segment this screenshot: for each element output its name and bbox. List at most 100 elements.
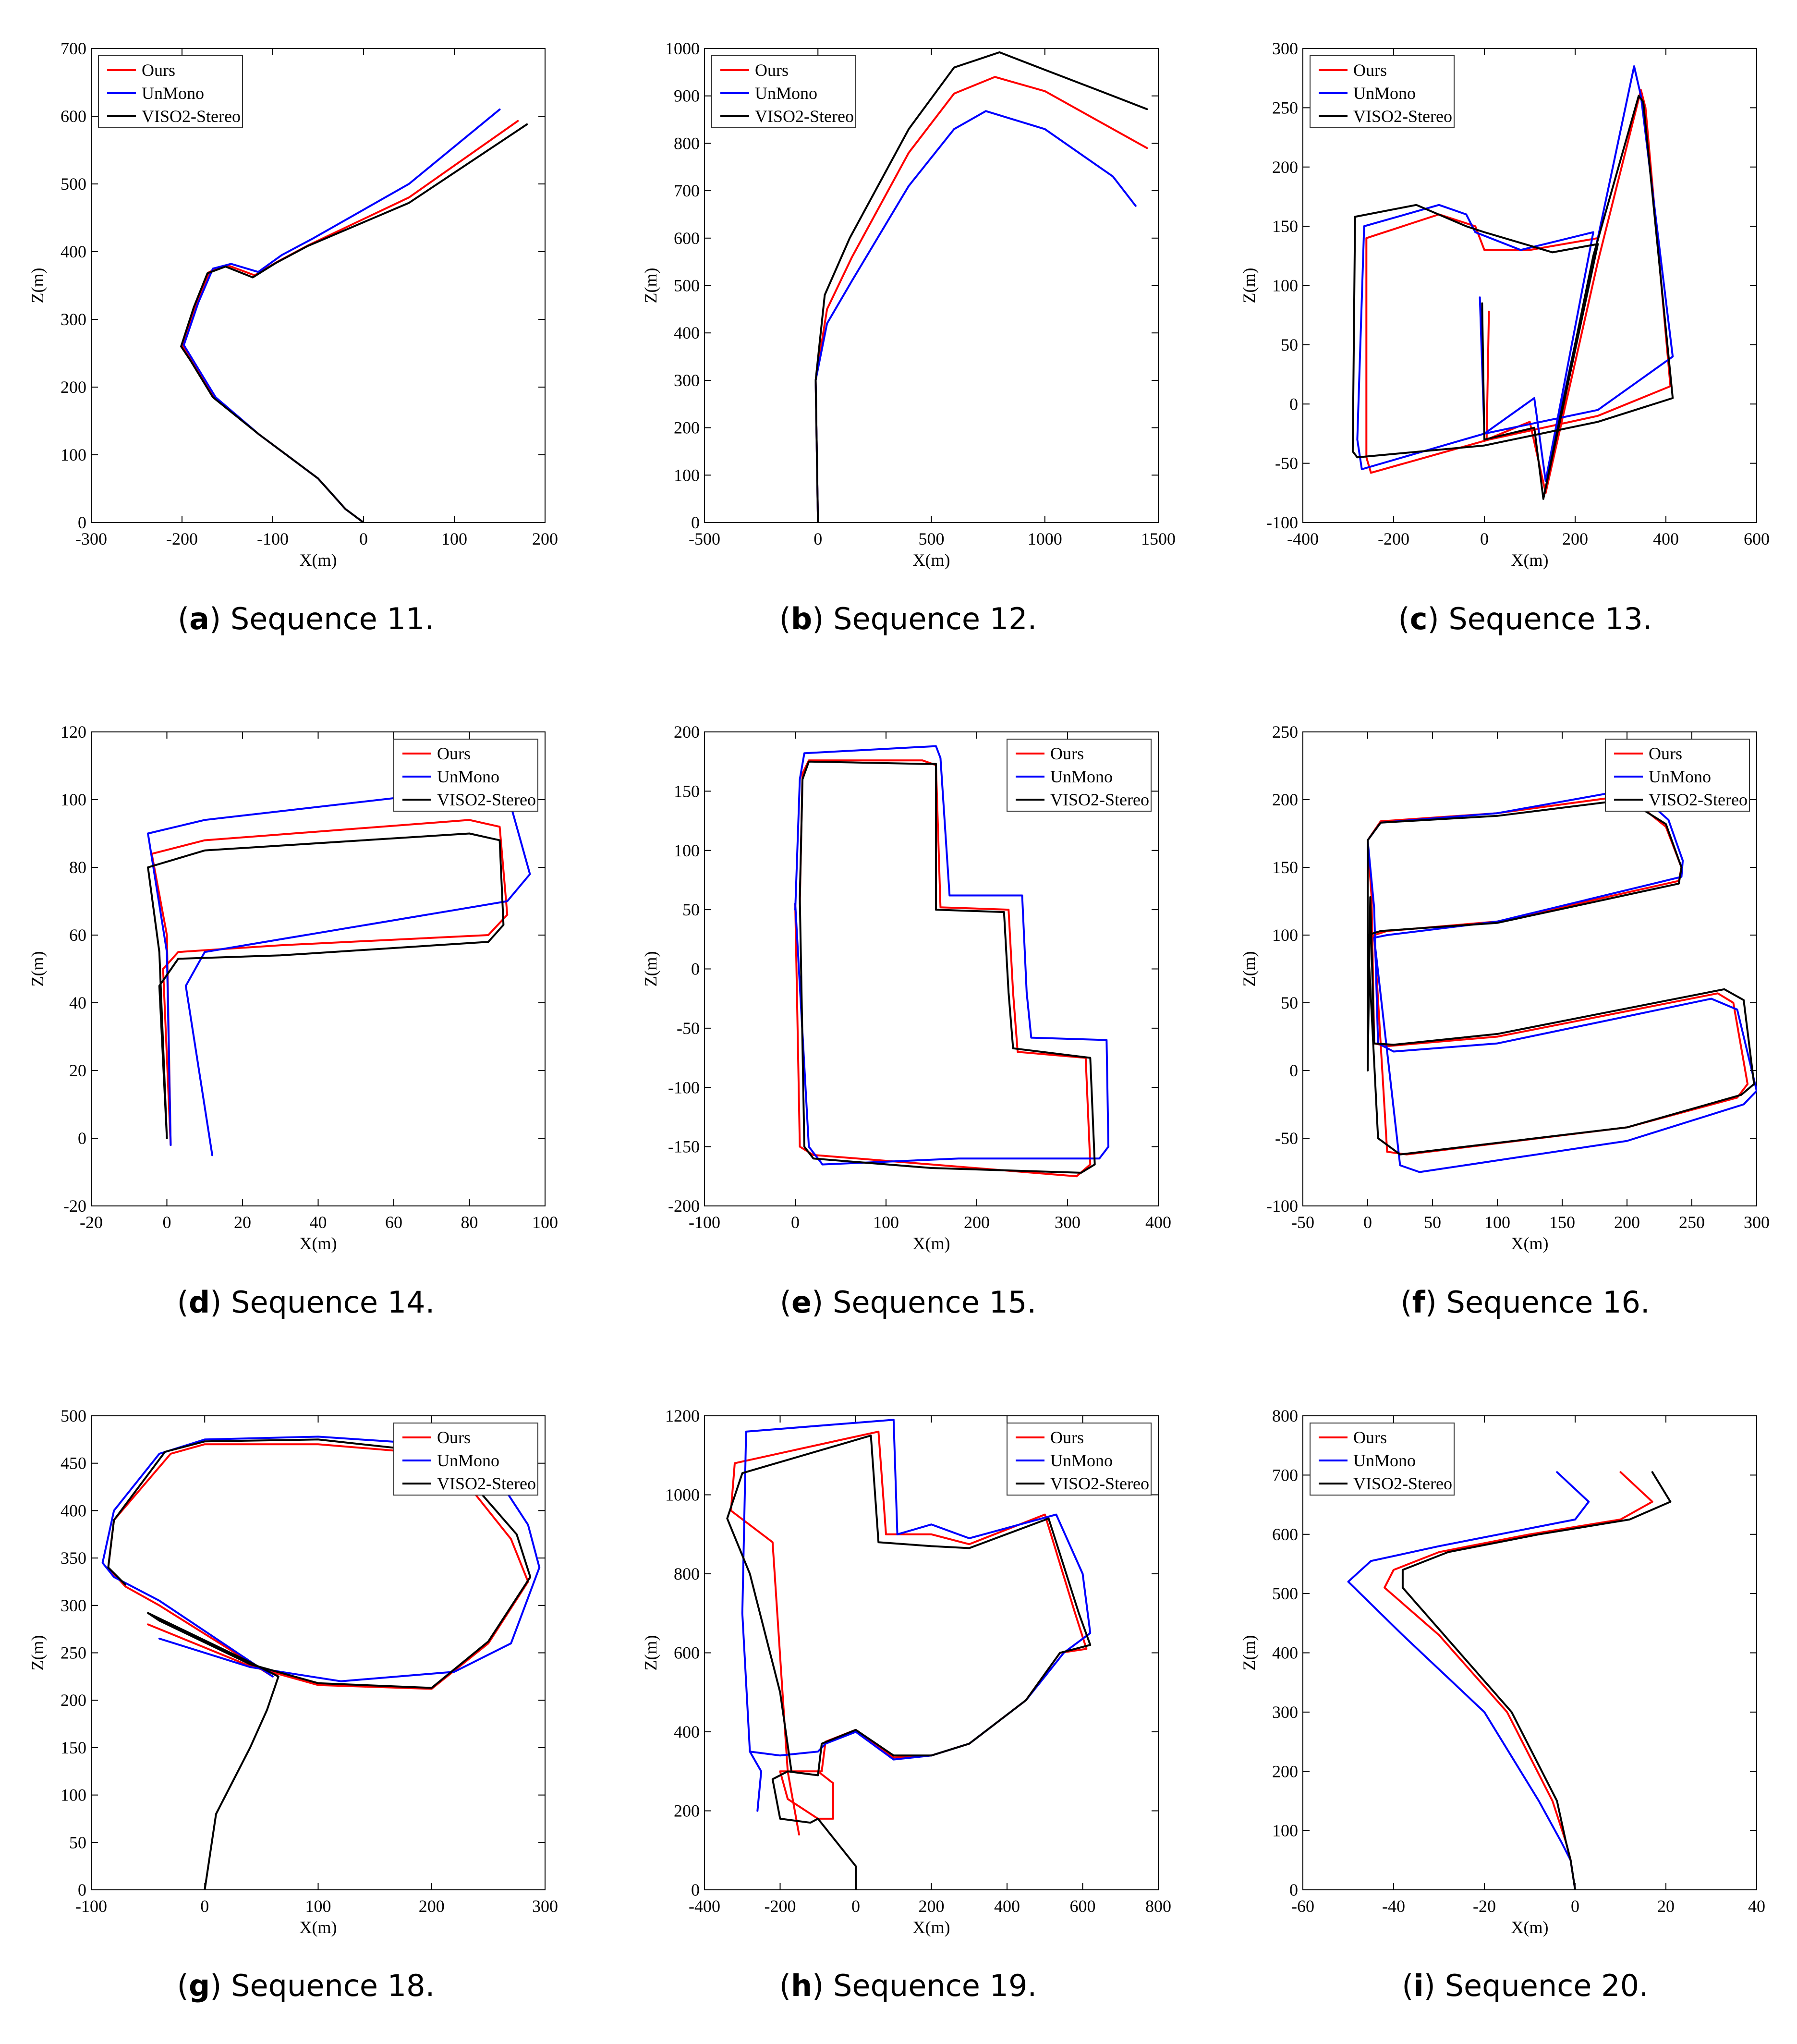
- y-tick-label: -150: [668, 1137, 700, 1156]
- caption-a: (a) Sequence 11.: [177, 601, 435, 636]
- caption-i: (i) Sequence 20.: [1402, 1968, 1649, 2003]
- y-axis-label: Z(m): [1239, 951, 1259, 987]
- y-tick-label: 100: [61, 1786, 86, 1805]
- series-line-unmono: [741, 1419, 1092, 1812]
- legend-label: VISO2-Stereo: [437, 790, 536, 809]
- chart-e: -100 0 100 200 300 400 -200 -150 -100 -50 0 50 100 15…: [641, 722, 1171, 1253]
- legend-label: Ours: [1649, 744, 1682, 763]
- y-tick-label: 60: [69, 925, 86, 945]
- x-tick-label: -100: [75, 1897, 107, 1916]
- y-tick-label: 700: [61, 39, 86, 58]
- y-tick-label: 300: [1272, 1703, 1298, 1722]
- y-tick-label: 40: [69, 993, 86, 1012]
- caption-h: (h) Sequence 19.: [779, 1968, 1037, 2003]
- y-tick-label: 400: [61, 1501, 86, 1520]
- chart-b: -500 0 500 1000 1500010020030040050060070080…: [641, 39, 1176, 570]
- x-axis-label: X(m): [913, 1234, 950, 1253]
- caption-e: (e) Sequence 15.: [779, 1285, 1037, 1320]
- y-tick-label: 400: [1272, 1643, 1298, 1663]
- x-tick-label: 0: [851, 1897, 860, 1916]
- y-tick-label: 0: [691, 960, 700, 979]
- y-tick-label: 200: [61, 1691, 86, 1710]
- y-axis-label: Z(m): [641, 951, 660, 987]
- x-tick-label: 20: [234, 1213, 251, 1232]
- legend-label: UnMono: [755, 84, 817, 103]
- series-line-viso2-stereo: [180, 123, 528, 523]
- y-tick-label: 120: [61, 722, 86, 742]
- legend: Ours UnMono VISO2-Stereo: [1007, 739, 1152, 812]
- x-tick-label: 200: [1562, 529, 1588, 548]
- series-line-unmono: [1347, 1471, 1590, 1890]
- y-tick-label: 600: [1272, 1525, 1298, 1544]
- legend: Ours UnMono VISO2-Stereo: [711, 55, 856, 128]
- y-tick-label: 50: [1281, 993, 1298, 1012]
- caption-f: (f) Sequence 16.: [1400, 1285, 1650, 1320]
- y-tick-label: -50: [677, 1019, 700, 1038]
- y-tick-label: 600: [674, 229, 700, 248]
- chart-a: -300 -200 -100 0 100 200 0 100 200 300 400 500 600 70…: [28, 39, 558, 570]
- y-tick-label: 100: [674, 465, 700, 485]
- y-tick-label: 150: [1272, 217, 1298, 236]
- x-tick-label: 20: [1657, 1897, 1675, 1916]
- x-tick-label: -400: [689, 1897, 720, 1916]
- x-tick-label: 100: [305, 1897, 331, 1916]
- y-tick-label: -20: [63, 1196, 86, 1216]
- y-tick-label: 500: [61, 1406, 86, 1425]
- y-tick-label: 0: [691, 1880, 700, 1899]
- y-tick-label: 100: [674, 841, 700, 860]
- y-tick-label: -100: [668, 1078, 700, 1097]
- y-tick-label: 100: [1272, 1821, 1298, 1840]
- y-tick-label: 200: [674, 418, 700, 438]
- x-tick-label: -200: [1378, 529, 1409, 548]
- y-tick-label: 100: [61, 445, 86, 464]
- y-tick-label: 100: [61, 790, 86, 809]
- y-tick-label: 450: [61, 1454, 86, 1473]
- x-tick-label: -20: [1473, 1897, 1496, 1916]
- y-tick-label: 600: [674, 1643, 700, 1663]
- series-group: [726, 1419, 1092, 1890]
- series-group: [794, 745, 1110, 1178]
- legend-label: UnMono: [142, 84, 204, 103]
- x-tick-label: -300: [75, 529, 107, 548]
- series-group: [814, 51, 1148, 523]
- x-tick-label: -60: [1291, 1897, 1314, 1916]
- series-line-viso2-stereo: [726, 1435, 1092, 1890]
- legend: Ours UnMono VISO2-Stereo: [1310, 55, 1455, 128]
- y-tick-label: 80: [69, 858, 86, 877]
- y-tick-label: 400: [674, 1722, 700, 1741]
- series-line-viso2-stereo: [1401, 1471, 1672, 1890]
- y-axis-label: Z(m): [28, 268, 47, 304]
- y-tick-label: 250: [1272, 98, 1298, 117]
- caption-d: (d) Sequence 14.: [177, 1285, 435, 1320]
- x-tick-label: -50: [1291, 1213, 1314, 1232]
- x-tick-label: 200: [532, 529, 558, 548]
- legend-label: VISO2-Stereo: [1649, 790, 1748, 809]
- y-tick-label: 150: [1272, 858, 1298, 877]
- x-tick-label: 0: [814, 529, 822, 548]
- y-tick-label: -100: [1266, 513, 1298, 532]
- y-tick-label: 20: [69, 1061, 86, 1080]
- series-line-viso2-stereo: [1367, 799, 1755, 1156]
- series-group: [1367, 788, 1757, 1173]
- legend: Ours UnMono VISO2-Stereo: [393, 739, 538, 812]
- series-group: [180, 108, 528, 523]
- legend: Ours UnMono VISO2-Stereo: [393, 1423, 538, 1496]
- legend: Ours UnMono VISO2-Stereo: [1605, 739, 1750, 812]
- y-tick-label: 300: [61, 310, 86, 329]
- x-axis-label: X(m): [913, 550, 950, 570]
- x-tick-label: 150: [1549, 1213, 1575, 1232]
- y-tick-label: 200: [1272, 158, 1298, 177]
- caption-c: (c) Sequence 13.: [1398, 601, 1652, 636]
- legend: Ours UnMono VISO2-Stereo: [1007, 1423, 1152, 1496]
- x-axis-label: X(m): [300, 1918, 337, 1937]
- legend-label: UnMono: [1050, 1451, 1113, 1470]
- x-tick-label: 80: [461, 1213, 478, 1232]
- x-tick-label: 250: [1679, 1213, 1705, 1232]
- y-tick-label: 500: [674, 276, 700, 295]
- series-line-viso2-stereo: [799, 760, 1096, 1174]
- y-tick-label: -50: [1275, 454, 1298, 473]
- legend-label: VISO2-Stereo: [1353, 1474, 1452, 1493]
- x-tick-label: 0: [200, 1897, 209, 1916]
- y-tick-label: 50: [69, 1833, 86, 1852]
